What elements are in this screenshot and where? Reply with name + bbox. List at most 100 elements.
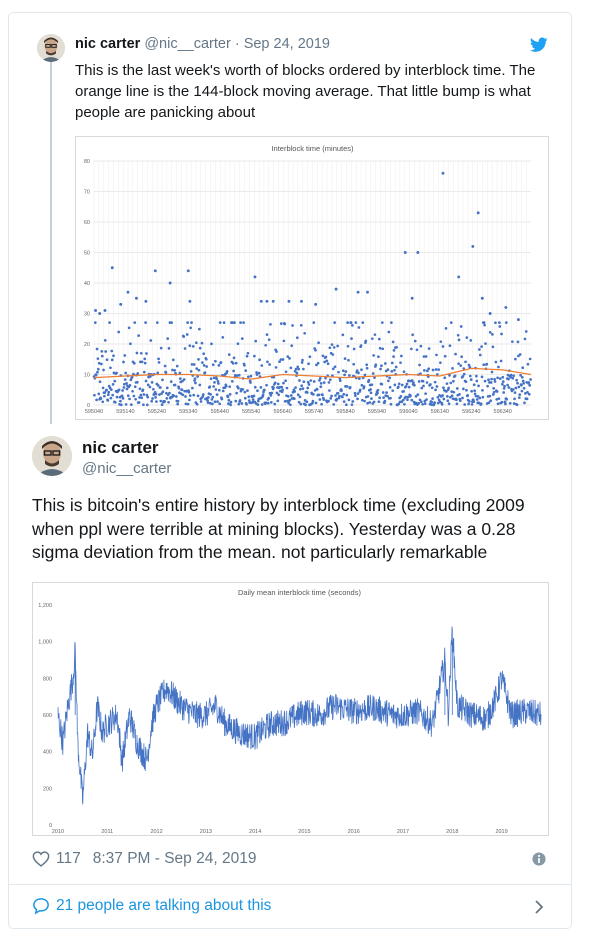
scatter-point (314, 348, 317, 352)
scatter-point (472, 400, 476, 404)
scatter-point (369, 388, 372, 391)
scatter-point (377, 337, 381, 341)
scatter-point (287, 299, 291, 303)
scatter-point (233, 321, 236, 324)
scatter-point (127, 326, 131, 330)
quoted-header: nic carter @nic__carter · Sep 24, 2019 (75, 36, 330, 52)
scatter-point (356, 392, 360, 395)
scatter-point (466, 394, 470, 397)
scatter-point (180, 388, 184, 392)
scatter-point (443, 376, 447, 380)
scatter-point (395, 345, 398, 349)
scatter-point (115, 371, 118, 375)
scatter-point (511, 388, 515, 391)
scatter-point (265, 383, 268, 387)
scatter-point (119, 399, 122, 403)
scatter-point (273, 381, 277, 385)
scatter-point (185, 333, 189, 336)
like-count[interactable]: 117 (56, 850, 81, 867)
scatter-point (144, 379, 148, 383)
tweet-timestamp[interactable]: 8:37 PM - Sep 24, 2019 (92, 850, 257, 867)
scatter-x-tick-label: 595440 (211, 409, 229, 415)
scatter-point (218, 402, 222, 406)
info-icon[interactable] (532, 852, 546, 866)
scatter-point (149, 375, 152, 378)
scatter-y-tick-label: 70 (84, 190, 90, 196)
scatter-point (301, 358, 304, 362)
scatter-point (240, 402, 244, 405)
scatter-point (501, 380, 505, 383)
line-chart-frame[interactable]: Daily mean interblock time (seconds) 1,20… (32, 582, 549, 836)
scatter-point (352, 347, 356, 351)
twitter-bird-icon[interactable] (530, 37, 548, 53)
chevron-right-icon[interactable] (534, 899, 544, 915)
scatter-point (99, 397, 103, 401)
scatter-point (267, 338, 271, 342)
scatter-point (439, 361, 442, 365)
scatter-point (341, 369, 345, 373)
scatter-point (178, 377, 182, 380)
scatter-point (464, 360, 467, 364)
scatter-point (295, 336, 299, 340)
scatter-point (511, 340, 514, 344)
quoted-author-name[interactable]: nic carter (75, 36, 141, 52)
scatter-point (441, 171, 445, 175)
quoted-author-handle[interactable]: @nic__carter (144, 36, 231, 52)
quoted-avatar[interactable] (37, 34, 65, 62)
scatter-point (493, 380, 497, 383)
scatter-point (517, 385, 521, 389)
scatter-point (264, 401, 268, 405)
scatter-point (110, 349, 114, 353)
scatter-point (429, 403, 433, 406)
scatter-point (98, 312, 102, 315)
scatter-point (490, 370, 494, 374)
scatter-point (207, 396, 210, 399)
scatter-point (443, 354, 447, 358)
scatter-point (402, 390, 405, 393)
scatter-point (270, 391, 274, 395)
heart-icon[interactable] (32, 851, 50, 867)
scatter-point (198, 346, 202, 350)
scatter-point (234, 361, 238, 365)
scatter-point (467, 363, 471, 367)
scatter-point (136, 372, 140, 375)
main-author-name[interactable]: nic carter (82, 438, 159, 457)
line-x-tick-label: 2011 (101, 829, 113, 835)
scatter-point (478, 353, 482, 357)
scatter-point (525, 397, 529, 401)
scatter-point (101, 400, 105, 404)
scatter-point (156, 371, 160, 375)
scatter-point (125, 387, 129, 391)
scatter-x-tick-label: 596040 (399, 409, 417, 415)
scatter-point (131, 389, 134, 393)
scatter-point (227, 398, 231, 402)
scatter-point (327, 399, 330, 403)
scatter-point (434, 388, 437, 392)
scatter-point (520, 383, 523, 387)
scatter-point (433, 380, 437, 384)
scatter-point (471, 244, 475, 248)
scatter-point (109, 388, 113, 391)
scatter-point (283, 322, 287, 326)
scatter-point (494, 360, 498, 364)
scatter-point (123, 354, 127, 357)
main-author-handle[interactable]: @nic__carter (82, 460, 172, 477)
scatter-y-tick-label: 60 (84, 220, 90, 226)
scatter-chart-frame[interactable]: Interblock time (minutes) 80 70 60 50 40 30 20 1… (75, 136, 549, 420)
scatter-point (474, 394, 478, 398)
scatter-point (324, 355, 328, 359)
scatter-point (448, 374, 451, 377)
scatter-point (142, 403, 145, 407)
scatter-point (472, 383, 476, 387)
scatter-point (416, 393, 420, 396)
main-avatar[interactable] (32, 436, 72, 476)
scatter-point (349, 321, 353, 324)
talking-link[interactable]: 21 people are talking about this (32, 897, 271, 915)
scatter-point (379, 367, 382, 371)
scatter-point (176, 402, 180, 406)
quoted-date[interactable]: Sep 24, 2019 (243, 36, 330, 52)
scatter-point (168, 281, 172, 285)
scatter-point (188, 398, 191, 402)
scatter-point (167, 347, 171, 350)
scatter-point (351, 400, 355, 403)
